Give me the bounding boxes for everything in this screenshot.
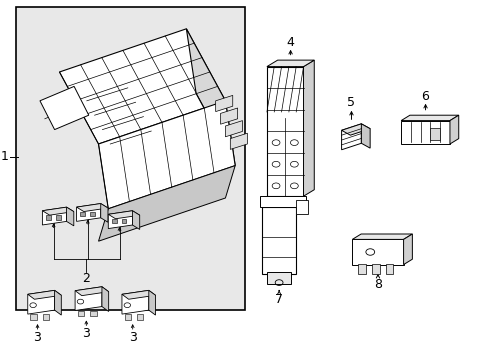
Polygon shape: [28, 290, 61, 299]
Text: 8: 8: [373, 278, 381, 291]
Bar: [42, 314, 49, 320]
Polygon shape: [341, 124, 361, 150]
Polygon shape: [42, 207, 66, 225]
Polygon shape: [77, 203, 101, 221]
Bar: [90, 212, 95, 216]
Bar: [112, 219, 117, 223]
Polygon shape: [98, 166, 235, 241]
Bar: [352, 239, 403, 265]
Polygon shape: [28, 290, 55, 314]
Bar: [90, 310, 96, 316]
Bar: [16, 7, 244, 310]
Bar: [124, 314, 131, 320]
Bar: [80, 212, 85, 216]
Bar: [78, 310, 84, 316]
Text: 2: 2: [82, 273, 90, 285]
Bar: [46, 215, 51, 220]
Polygon shape: [186, 29, 235, 166]
Text: 4: 4: [286, 36, 294, 49]
Polygon shape: [75, 287, 102, 310]
Polygon shape: [102, 287, 108, 311]
Polygon shape: [352, 234, 411, 239]
Polygon shape: [259, 196, 305, 207]
Polygon shape: [400, 115, 458, 121]
Bar: [296, 200, 308, 214]
Polygon shape: [66, 207, 74, 226]
Bar: [400, 121, 449, 144]
Polygon shape: [449, 115, 458, 144]
Text: 5: 5: [347, 96, 355, 109]
Polygon shape: [77, 203, 108, 212]
Polygon shape: [98, 101, 235, 209]
Bar: [122, 219, 126, 223]
Polygon shape: [220, 108, 237, 124]
Text: 1: 1: [1, 150, 9, 163]
Polygon shape: [55, 290, 61, 315]
Polygon shape: [266, 60, 314, 67]
Polygon shape: [42, 207, 74, 215]
Bar: [266, 272, 291, 284]
Bar: [371, 264, 379, 274]
Bar: [262, 207, 296, 274]
Bar: [137, 314, 143, 320]
Polygon shape: [225, 121, 242, 137]
Bar: [429, 127, 439, 140]
Polygon shape: [108, 211, 132, 229]
Polygon shape: [108, 211, 140, 219]
Text: 3: 3: [34, 331, 41, 344]
Polygon shape: [122, 290, 155, 299]
Polygon shape: [75, 287, 108, 296]
Text: 3: 3: [82, 327, 90, 340]
Polygon shape: [403, 234, 411, 265]
Polygon shape: [215, 95, 232, 112]
Text: 7: 7: [275, 293, 283, 306]
Polygon shape: [230, 133, 247, 149]
Polygon shape: [341, 124, 369, 135]
Polygon shape: [122, 290, 148, 314]
Polygon shape: [361, 124, 369, 148]
Polygon shape: [60, 29, 225, 144]
Polygon shape: [303, 60, 314, 196]
Polygon shape: [101, 203, 108, 222]
Bar: [385, 264, 392, 274]
Polygon shape: [148, 290, 155, 315]
Text: 6: 6: [421, 90, 428, 103]
Polygon shape: [40, 86, 89, 130]
Text: 3: 3: [128, 331, 136, 344]
Polygon shape: [132, 211, 140, 229]
Bar: [30, 314, 37, 320]
Bar: [56, 215, 61, 220]
Bar: [357, 264, 365, 274]
Bar: [266, 67, 303, 196]
